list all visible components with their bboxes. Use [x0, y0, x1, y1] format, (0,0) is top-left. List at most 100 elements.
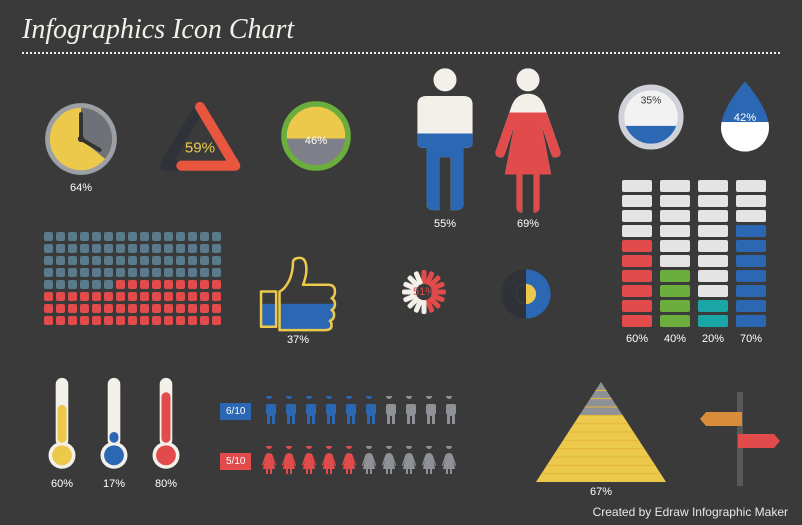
dot [44, 280, 53, 289]
dot [176, 256, 185, 265]
people-row: 5/10 [220, 446, 457, 476]
drop-value: 42% [734, 112, 756, 124]
dot [212, 256, 221, 265]
person-man-icon [401, 396, 417, 426]
bar-segment [698, 285, 728, 297]
bar-segment [660, 180, 690, 192]
bar-segment [736, 225, 766, 237]
dot [164, 244, 173, 253]
dot [128, 304, 137, 313]
dot [164, 280, 173, 289]
dot [176, 316, 185, 325]
bar-segment [736, 240, 766, 252]
dot [188, 244, 197, 253]
person-woman-icon [381, 446, 397, 476]
dot [68, 244, 77, 253]
dot [212, 292, 221, 301]
dot [200, 280, 209, 289]
bar-segment [698, 300, 728, 312]
dot [128, 292, 137, 301]
bar-segment [736, 195, 766, 207]
dot [188, 232, 197, 241]
dot [188, 316, 197, 325]
dot [56, 256, 65, 265]
dot [140, 280, 149, 289]
dot [140, 268, 149, 277]
dot [140, 244, 149, 253]
bar-segment [736, 285, 766, 297]
man-label: 55% [410, 218, 480, 230]
dot [92, 268, 101, 277]
dot [116, 268, 125, 277]
dot [164, 232, 173, 241]
bar-segment [660, 255, 690, 267]
bar-segment [622, 180, 652, 192]
bar-segment [698, 195, 728, 207]
bar-segment [698, 225, 728, 237]
dot [176, 292, 185, 301]
dot [188, 268, 197, 277]
dot [92, 232, 101, 241]
dot [176, 280, 185, 289]
dot [152, 244, 161, 253]
person-man-icon [421, 396, 437, 426]
bar-segment [660, 240, 690, 252]
person-woman-icon [441, 446, 457, 476]
thermometer: 80% [148, 372, 184, 490]
dot [128, 280, 137, 289]
people-rows: 6/105/10 [220, 396, 457, 476]
bar-segment [736, 270, 766, 282]
dot [92, 244, 101, 253]
dot [140, 316, 149, 325]
clock-chart [42, 100, 120, 178]
signpost-icon [700, 392, 780, 486]
clock-label: 64% [42, 182, 120, 194]
dot [44, 244, 53, 253]
man-chart [410, 66, 480, 216]
dot [80, 256, 89, 265]
dot [92, 316, 101, 325]
thermometer: 17% [96, 372, 132, 490]
person-woman-icon [421, 446, 437, 476]
bar-segment [736, 210, 766, 222]
bar-segment [622, 270, 652, 282]
person-woman-icon [321, 446, 337, 476]
person-woman-icon [401, 446, 417, 476]
thumbs-label: 37% [256, 334, 340, 346]
bar-label: 20% [702, 333, 724, 345]
barstack-chart: 60%40%20%70% [622, 180, 766, 345]
dot [56, 244, 65, 253]
dot [68, 268, 77, 277]
dot [212, 316, 221, 325]
dot [80, 280, 89, 289]
triangle-value: 59% [185, 139, 215, 156]
dot [68, 232, 77, 241]
dot [104, 244, 113, 253]
dot [104, 316, 113, 325]
person-man-icon [281, 396, 297, 426]
pyramid-chart [536, 382, 666, 482]
dot [56, 292, 65, 301]
dot [212, 232, 221, 241]
person-woman-icon [261, 446, 277, 476]
dot [212, 280, 221, 289]
bar-segment [698, 240, 728, 252]
dot [200, 232, 209, 241]
dot [200, 256, 209, 265]
dot [68, 304, 77, 313]
dot [176, 232, 185, 241]
people-badge: 5/10 [220, 453, 251, 470]
dot [116, 304, 125, 313]
dot [92, 292, 101, 301]
person-woman-icon [301, 446, 317, 476]
bar-segment [698, 255, 728, 267]
dot [44, 232, 53, 241]
bar-segment [698, 270, 728, 282]
thumbs-chart [256, 256, 340, 332]
person-man-icon [301, 396, 317, 426]
dot [200, 244, 209, 253]
woman-label: 69% [490, 218, 566, 230]
bar-segment [622, 255, 652, 267]
bar-segment [698, 315, 728, 327]
dot [164, 292, 173, 301]
